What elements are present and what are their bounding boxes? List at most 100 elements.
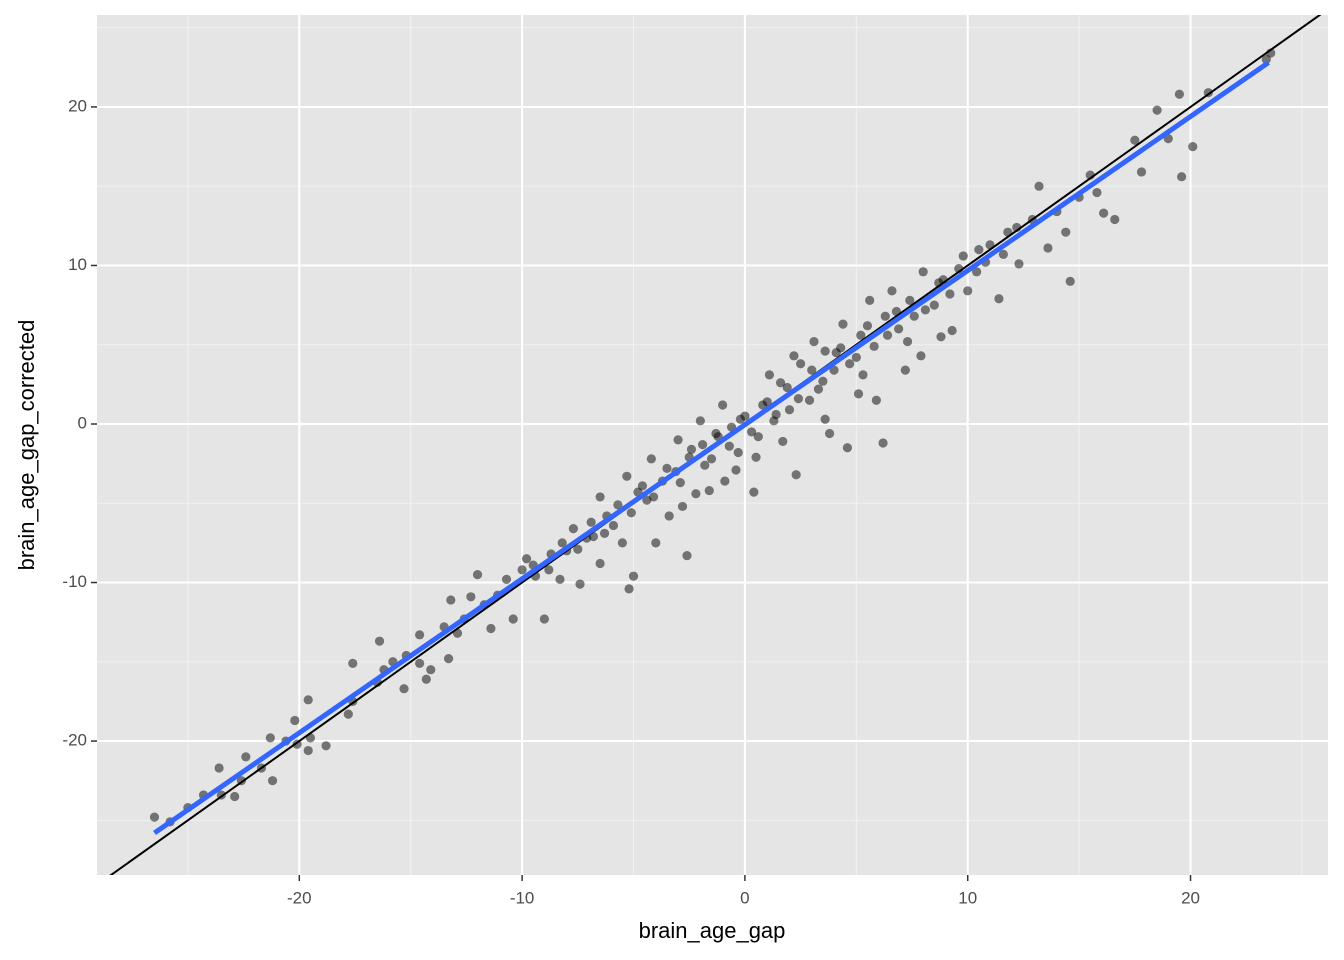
point (626, 508, 636, 518)
point (862, 321, 873, 331)
point (733, 447, 743, 458)
point (637, 481, 648, 491)
point (241, 752, 251, 762)
point (1061, 227, 1071, 237)
point (900, 365, 910, 375)
point (856, 330, 866, 340)
point (426, 665, 436, 675)
point (1092, 187, 1102, 198)
point (882, 330, 893, 340)
point (575, 579, 585, 589)
point (869, 341, 879, 351)
point (994, 294, 1004, 304)
point (265, 733, 275, 743)
grid (97, 15, 1328, 875)
point (648, 492, 659, 502)
point (998, 249, 1008, 259)
point (343, 709, 353, 719)
point (697, 440, 708, 450)
point (902, 336, 913, 347)
point (851, 352, 861, 363)
point (622, 471, 632, 481)
point (751, 452, 761, 462)
point (720, 476, 730, 486)
point (749, 487, 759, 497)
point (1130, 135, 1140, 145)
point (303, 695, 313, 705)
point (936, 332, 946, 342)
point (838, 319, 848, 329)
x-tick-label: 10 (958, 888, 977, 907)
point (945, 289, 955, 299)
point (399, 684, 409, 694)
point (682, 550, 692, 561)
point (878, 438, 888, 448)
point (568, 524, 578, 534)
point (555, 574, 565, 584)
point (731, 465, 741, 475)
point (501, 574, 512, 584)
plot-area (109, 15, 1322, 875)
point (290, 715, 300, 726)
point (1152, 105, 1162, 115)
point (782, 382, 792, 393)
point (880, 311, 890, 321)
point (628, 571, 639, 581)
point (421, 674, 431, 684)
point (664, 511, 674, 521)
point (1136, 167, 1147, 177)
point (673, 435, 683, 445)
point (651, 538, 661, 548)
point (706, 454, 717, 464)
point (303, 745, 313, 756)
point (858, 370, 868, 380)
point (472, 569, 483, 580)
point (894, 324, 904, 334)
point (829, 365, 839, 375)
point (704, 485, 714, 496)
point (521, 554, 532, 564)
point (963, 286, 973, 296)
y-tick-label: 0 (78, 413, 87, 432)
point (871, 395, 881, 405)
point (775, 378, 786, 388)
point (267, 776, 278, 786)
point (595, 558, 605, 569)
point (486, 623, 496, 634)
point (813, 384, 824, 394)
point (677, 501, 688, 512)
point (796, 359, 806, 369)
point (1099, 208, 1109, 218)
point (784, 405, 795, 415)
x-axis-title: brain_age_gap (639, 918, 786, 943)
fit-line (153, 60, 1270, 836)
point (824, 428, 835, 439)
point (791, 470, 801, 480)
point (947, 325, 957, 336)
point (613, 500, 623, 510)
point (374, 636, 385, 646)
point (539, 614, 549, 624)
point (1177, 172, 1187, 182)
point (599, 528, 610, 538)
point (544, 565, 554, 575)
point (711, 428, 721, 439)
point (747, 427, 757, 437)
point (1014, 259, 1024, 269)
point (617, 538, 627, 548)
point (909, 311, 919, 321)
y-tick-label: 20 (68, 96, 87, 115)
point (675, 478, 685, 488)
point (916, 351, 926, 361)
point (1034, 181, 1044, 191)
point (818, 376, 828, 386)
point (646, 454, 656, 464)
point (853, 389, 864, 399)
point (778, 436, 788, 447)
point (918, 267, 928, 277)
point (695, 416, 705, 426)
y-tick-label: -20 (62, 731, 87, 750)
point (865, 295, 875, 305)
point (789, 351, 799, 361)
